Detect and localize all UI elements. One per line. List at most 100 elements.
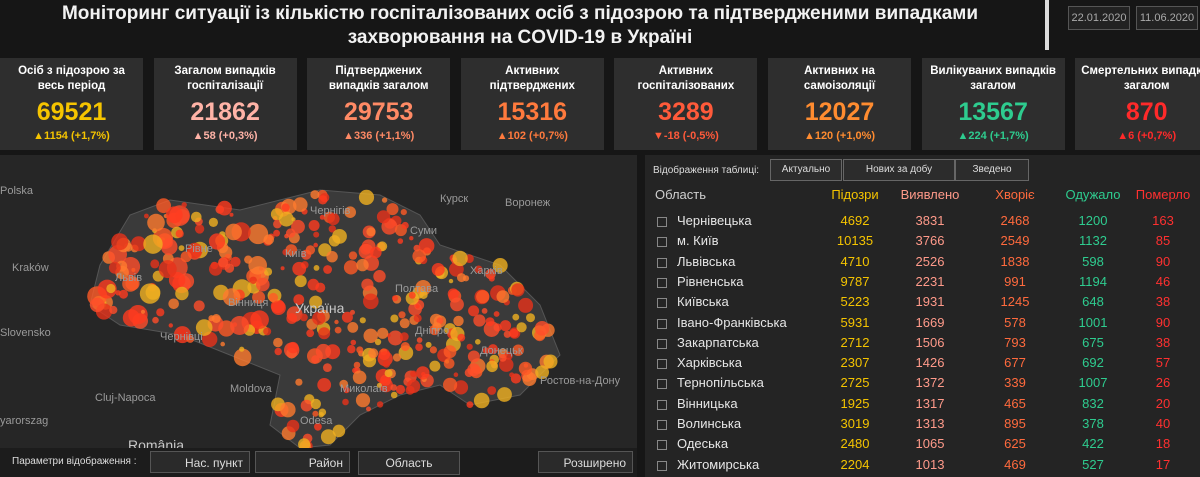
map-dot <box>419 290 428 299</box>
map-dot <box>311 355 320 364</box>
map-dot <box>273 337 283 348</box>
cell-value: 2712 <box>840 334 870 350</box>
map-dot <box>332 424 346 438</box>
map-dot <box>366 406 371 412</box>
column-header[interactable]: Хворіє <box>995 187 1035 202</box>
map-dot <box>143 234 163 254</box>
map-dot <box>511 283 525 297</box>
map-button[interactable]: Розширено <box>538 451 633 473</box>
row-expander[interactable] <box>657 298 667 309</box>
region-name: Київська <box>677 294 729 310</box>
map-label: Cluj-Napoca <box>95 392 156 404</box>
map-dot <box>287 341 299 354</box>
cell-value: 991 <box>1004 273 1026 289</box>
column-header: Область <box>655 187 707 202</box>
map-dot <box>429 346 437 354</box>
cell-value: 1001 <box>1078 314 1108 330</box>
map-dot <box>244 255 253 264</box>
map-dot <box>131 236 147 252</box>
map-dot <box>150 259 160 269</box>
region-name: Волинська <box>677 416 742 431</box>
row-expander[interactable] <box>657 440 667 451</box>
map-dot <box>395 384 406 395</box>
row-expander[interactable] <box>657 217 667 227</box>
column-header[interactable]: Виявлено <box>900 187 960 202</box>
map-button[interactable]: Район <box>255 451 350 473</box>
map-dot <box>457 273 466 283</box>
cell-value: 1013 <box>915 456 945 472</box>
cell-value: 648 <box>1082 294 1104 310</box>
row-expander[interactable] <box>657 318 667 329</box>
cell-value: 675 <box>1082 334 1104 350</box>
map-dot <box>453 372 459 377</box>
table-toggle[interactable]: Нових за добу <box>843 159 955 181</box>
map-dot <box>509 328 519 338</box>
cell-value: 422 <box>1082 436 1104 452</box>
column-header[interactable]: Одужало <box>1065 187 1121 202</box>
cell-value: 2526 <box>915 253 945 269</box>
cell-value: 1838 <box>1000 253 1030 269</box>
map-dot <box>291 219 305 234</box>
map-dot <box>499 320 512 332</box>
map-dot <box>156 308 165 317</box>
map-dot <box>195 319 213 336</box>
map-dot <box>310 190 320 200</box>
row-expander[interactable] <box>657 420 667 430</box>
cell-value: 2549 <box>1000 233 1030 249</box>
map-dot <box>211 314 221 323</box>
title: Моніторинг ситуації із кількістю госпіта… <box>61 3 979 48</box>
region-name: Львівська <box>677 253 736 269</box>
row-expander[interactable] <box>657 277 667 288</box>
cell-value: 46 <box>1155 273 1171 289</box>
row-expander[interactable] <box>657 399 667 410</box>
map-button[interactable]: Нас. пункт <box>150 451 250 473</box>
map-dot <box>410 370 417 378</box>
map-dot <box>315 343 331 360</box>
row-expander[interactable] <box>657 460 667 471</box>
map-dot <box>323 265 332 274</box>
cell-value: 38 <box>1155 334 1171 350</box>
map-dot <box>315 282 326 293</box>
row-expander[interactable] <box>657 338 667 349</box>
row-expander[interactable] <box>657 237 667 248</box>
map-label: Чернігів <box>310 205 351 217</box>
map-dot <box>492 258 508 273</box>
row-expander[interactable] <box>657 359 667 370</box>
map-label: Україна <box>295 300 345 316</box>
cell-value: 85 <box>1155 233 1171 249</box>
map-button[interactable]: Область <box>358 451 460 475</box>
map-dot <box>415 343 423 351</box>
map-dot <box>230 316 250 335</box>
cell-value: 1313 <box>915 416 945 431</box>
row-expander[interactable] <box>657 257 667 268</box>
map-dot <box>312 410 319 417</box>
table: Відображення таблиці: Актуально Нових за д… <box>645 155 1200 477</box>
map-dot <box>279 211 294 227</box>
map-dot <box>313 265 320 271</box>
map-dot <box>452 250 468 267</box>
column-header[interactable]: Померло <box>1135 187 1191 202</box>
stat-card: Вилікуваних випадків загалом 13567 ▲224 (+… <box>921 58 1065 150</box>
row-expander[interactable] <box>657 379 667 390</box>
map-dot <box>233 348 252 367</box>
map-dot <box>406 379 421 394</box>
column-header[interactable]: Підозри <box>831 187 879 202</box>
map-dot <box>390 391 398 399</box>
cell-value: 625 <box>1004 436 1026 452</box>
map-dot <box>522 372 537 386</box>
map-label: Курск <box>440 193 469 205</box>
map-dot <box>310 398 321 410</box>
date-input[interactable]: 11.06.2020 <box>1136 6 1198 30</box>
cell-value: 793 <box>1004 334 1026 350</box>
region-name: Вінницька <box>677 395 738 411</box>
date-input[interactable]: 22.01.2020 <box>1068 6 1130 30</box>
card-value: 29753 <box>343 98 414 126</box>
cell-value: 2480 <box>840 436 870 452</box>
map-dot <box>292 261 307 276</box>
table-toggle[interactable]: Актуально <box>770 159 842 181</box>
table-toggle[interactable]: Зведено <box>955 159 1029 181</box>
region-name: Івано-Франківська <box>677 314 787 330</box>
table-toolbar-label: Відображення таблиці: <box>653 165 760 176</box>
map-dot <box>358 189 375 205</box>
map-dot <box>397 238 404 244</box>
